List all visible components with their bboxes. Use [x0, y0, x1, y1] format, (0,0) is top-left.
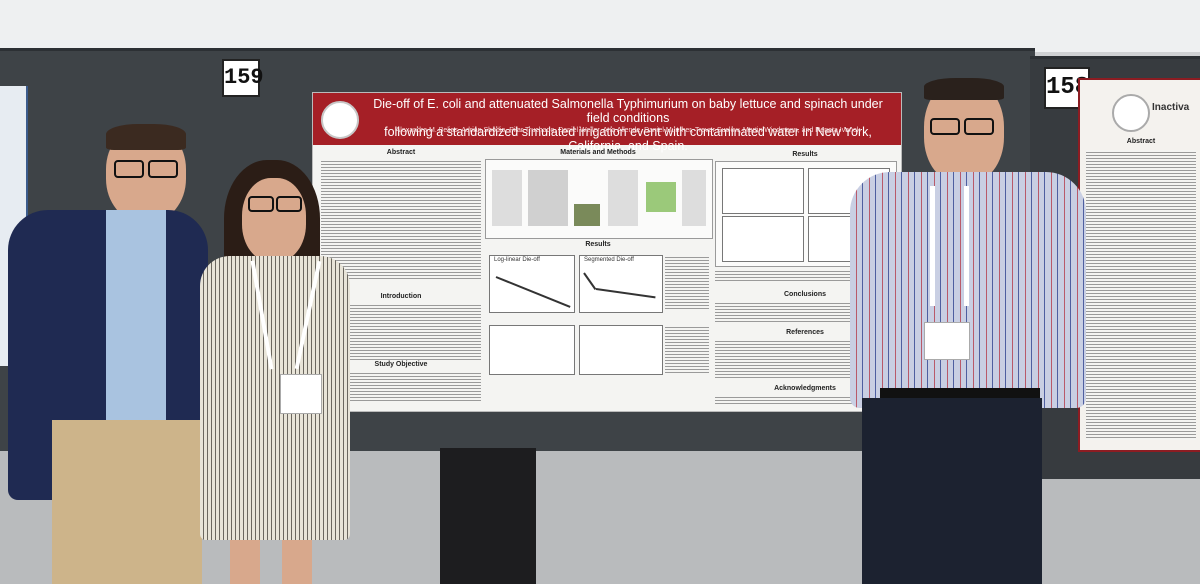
- section-abstract: Abstract: [386, 149, 416, 156]
- woman-leg-right: [282, 540, 312, 584]
- section-materials-methods: Materials and Methods: [560, 149, 636, 156]
- woman-head: [242, 178, 306, 262]
- lower-plot-2: [579, 325, 663, 375]
- section-conclusions: Conclusions: [783, 291, 826, 298]
- section-references: References: [786, 329, 824, 336]
- ceiling: [0, 0, 1200, 52]
- results-panel-1: [722, 168, 804, 214]
- plate-grid: [646, 182, 676, 212]
- woman-leg-left: [230, 540, 260, 584]
- acknowledgments-text: [715, 395, 895, 405]
- man-right-lanyard-right: [964, 186, 969, 306]
- poster-authors: Alexandra M. Belias, Adrian Sbodio, Pila…: [395, 127, 861, 134]
- log-linear-plot: Log-linear Die-off: [489, 255, 575, 313]
- section-results-middle: Results: [585, 241, 611, 248]
- section-acknowledgments: Acknowledgments: [774, 385, 836, 392]
- man-left-hair: [106, 124, 186, 150]
- methods-step-4: [682, 170, 706, 226]
- woman-glasses-left: [248, 196, 274, 212]
- neighbor-poster-text: [1086, 150, 1196, 440]
- poster-title: Die-off of E. coli and attenuated Salmon…: [373, 97, 883, 153]
- segmented-line-2: [595, 288, 656, 299]
- abstract-text: [321, 159, 481, 279]
- segmented-line-1: [583, 272, 597, 290]
- woman-glasses-right: [276, 196, 302, 212]
- background-person-legs: [440, 448, 536, 584]
- man-right-name-badge: [924, 322, 970, 360]
- university-seal-icon: [321, 101, 359, 139]
- lower-plot-1: [489, 325, 575, 375]
- man-left-glasses-right: [148, 160, 178, 178]
- woman-name-badge: [280, 374, 322, 414]
- segmented-plot: Segmented Die-off: [579, 255, 663, 313]
- field-photo: [574, 204, 600, 226]
- man-right-trousers: [862, 398, 1042, 584]
- neighbor-poster: Inactiva Abstract: [1078, 78, 1200, 452]
- results-caption-1: [665, 255, 709, 311]
- poster-header: Die-off of E. coli and attenuated Salmon…: [313, 93, 901, 153]
- man-left: [8, 120, 228, 584]
- man-right-glasses-left: [930, 118, 960, 135]
- neighbor-poster-title: Inactiva: [1152, 102, 1190, 113]
- section-study-objective: Study Objective: [374, 361, 428, 368]
- man-left-trousers: [52, 420, 202, 584]
- woman-dress: [200, 256, 350, 540]
- research-poster: Die-off of E. coli and attenuated Salmon…: [312, 92, 902, 412]
- woman-center: [190, 160, 370, 584]
- results-panel-3: [722, 216, 804, 262]
- section-results-top: Results: [792, 151, 818, 158]
- methods-diagram: [485, 159, 713, 239]
- man-right-lanyard-left: [930, 186, 935, 306]
- man-right-hair: [924, 78, 1004, 100]
- board-number-159: 159: [222, 59, 264, 97]
- results-caption-2: [665, 325, 709, 373]
- neighbor-abstract-heading: Abstract: [1126, 138, 1156, 145]
- methods-step-3: [608, 170, 638, 226]
- methods-step-1: [492, 170, 522, 226]
- man-left-shirt: [106, 210, 166, 430]
- neighbor-poster-seal-icon: [1112, 94, 1150, 132]
- man-right: [850, 76, 1090, 584]
- man-left-glasses-left: [114, 160, 144, 178]
- section-introduction: Introduction: [380, 293, 422, 300]
- man-right-glasses-right: [964, 118, 994, 135]
- log-linear-line: [495, 276, 571, 308]
- methods-step-2: [528, 170, 568, 226]
